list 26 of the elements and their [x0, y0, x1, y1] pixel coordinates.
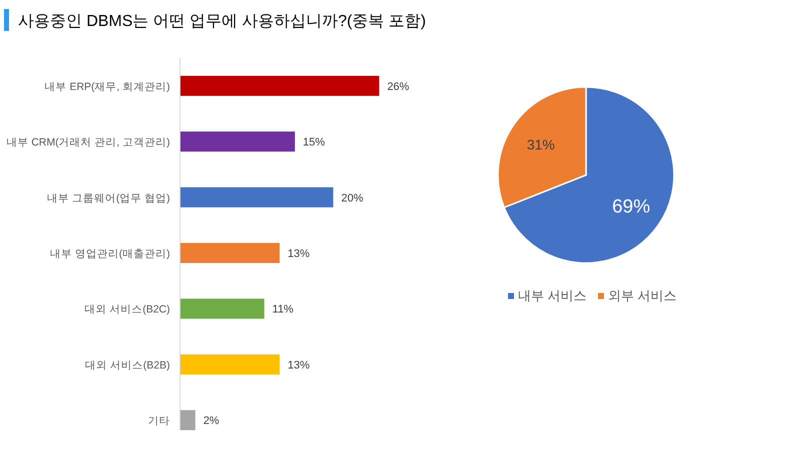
bar: [180, 242, 280, 264]
bar: [180, 298, 264, 319]
data-label: 31%: [526, 136, 555, 152]
data-label: 69%: [612, 196, 650, 218]
y-tick-label: 내부 그룹웨어(업무 협업): [47, 192, 170, 204]
legend-label: 내부 서비스: [518, 288, 587, 303]
bar: [180, 354, 280, 374]
y-tick-label: 기타: [148, 415, 170, 428]
data-label: 26%: [387, 80, 410, 93]
bar: [180, 76, 380, 96]
y-tick-label: 내부 영업관리(매출관리): [50, 248, 170, 260]
data-label: 13%: [288, 359, 310, 372]
legend-label: 외부 서비스: [608, 288, 677, 303]
chart-title: 사용중인 DBMS는 어떤 업무에 사용하십니까?(중복 포함): [18, 13, 426, 30]
data-label: 11%: [272, 304, 294, 316]
data-label: 20%: [341, 192, 364, 204]
bar: [180, 187, 334, 208]
bar: [180, 410, 196, 430]
data-label: 13%: [288, 248, 310, 260]
y-tick-label: 대외 서비스(B2B): [85, 359, 170, 372]
y-tick-label: 내부 ERP(재무, 회계관리): [44, 80, 170, 93]
y-tick-label: 대외 서비스(B2C): [84, 304, 170, 316]
data-label: 15%: [302, 136, 326, 149]
bar: [180, 132, 295, 152]
y-tick-label: 내부 CRM(거래처 관리, 고객관리): [6, 136, 170, 149]
data-label: 2%: [203, 415, 220, 428]
